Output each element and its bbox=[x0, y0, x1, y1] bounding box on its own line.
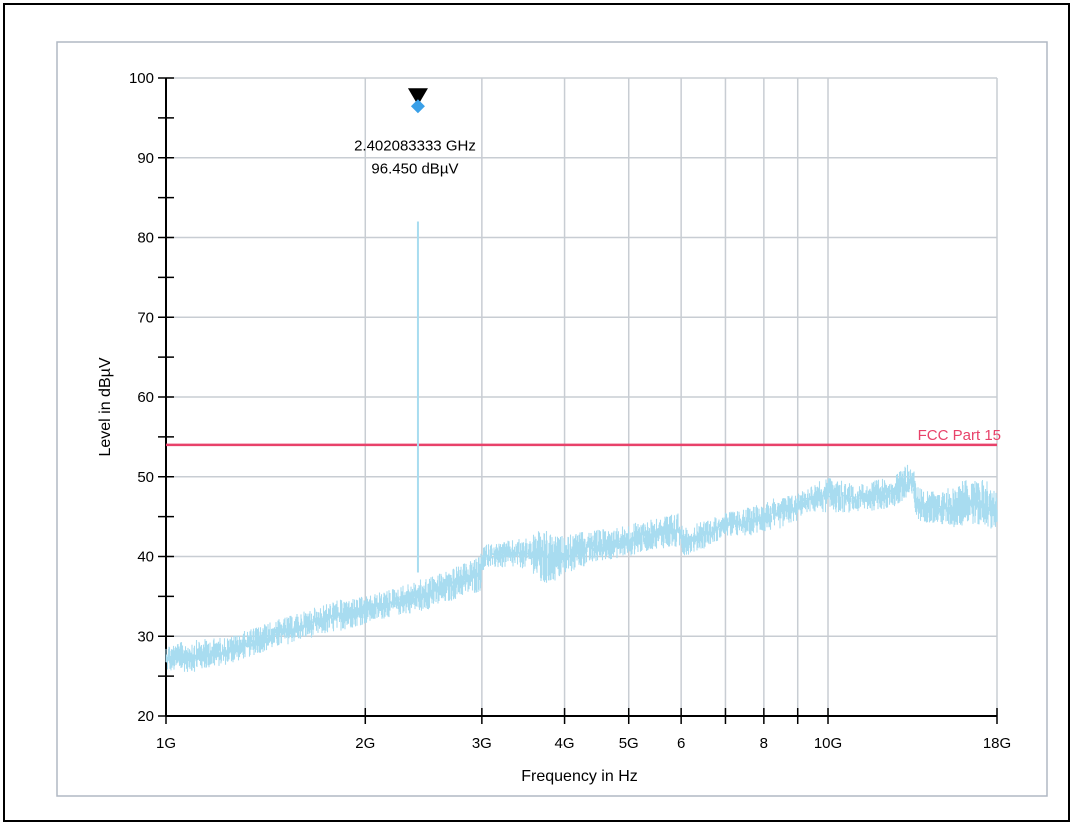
x-tick-label: 1G bbox=[156, 735, 176, 752]
chart-frame: 20 30 40 50 60 70 80 90 100 1G 2G 3G 4G 5G 6 8 10G 18G FC… bbox=[3, 3, 1070, 822]
x-tick-label: 18G bbox=[983, 735, 1011, 752]
x-tick-label: 10G bbox=[814, 735, 842, 752]
x-tick-label: 6 bbox=[677, 735, 685, 752]
y-tick-label: 40 bbox=[137, 549, 154, 566]
y-tick-label: 80 bbox=[137, 230, 154, 247]
limit-label: FCC Part 15 bbox=[918, 427, 1001, 444]
marker-pointer-icon bbox=[407, 88, 428, 106]
x-tick-label: 5G bbox=[619, 735, 639, 752]
outer-panel bbox=[56, 41, 1048, 797]
y-tick-label: 50 bbox=[137, 469, 154, 486]
grid-layer bbox=[166, 77, 998, 716]
y-tick-label: 90 bbox=[137, 150, 154, 167]
x-tick-label: 8 bbox=[760, 735, 768, 752]
x-tick-label: 2G bbox=[355, 735, 375, 752]
x-tick-label: 3G bbox=[472, 735, 492, 752]
x-axis-title: Frequency in Hz bbox=[521, 768, 638, 785]
y-tick-label: 100 bbox=[129, 70, 154, 87]
marker-point bbox=[410, 99, 425, 114]
y-tick-label: 70 bbox=[137, 309, 154, 326]
marker-layer: 2.402083333 GHz 96.450 dBµV bbox=[354, 88, 476, 573]
marker-level-label: 96.450 dBµV bbox=[371, 160, 458, 177]
marker-frequency-label: 2.402083333 GHz bbox=[354, 137, 476, 154]
axis-layer: 20 30 40 50 60 70 80 90 100 1G 2G 3G 4G 5G 6 8 10G 18G bbox=[129, 70, 1011, 752]
series-layer bbox=[165, 464, 998, 672]
limit-layer: FCC Part 15 bbox=[166, 427, 1001, 447]
y-axis-title: Level in dBµV bbox=[97, 357, 114, 456]
y-tick-label: 60 bbox=[137, 389, 154, 406]
y-tick-label: 20 bbox=[137, 708, 154, 725]
spectrum-chart: 20 30 40 50 60 70 80 90 100 1G 2G 3G 4G 5G 6 8 10G 18G FC… bbox=[56, 41, 1048, 797]
y-tick-label: 30 bbox=[137, 628, 154, 645]
measurement-trace bbox=[165, 464, 998, 672]
x-tick-label: 4G bbox=[555, 735, 575, 752]
